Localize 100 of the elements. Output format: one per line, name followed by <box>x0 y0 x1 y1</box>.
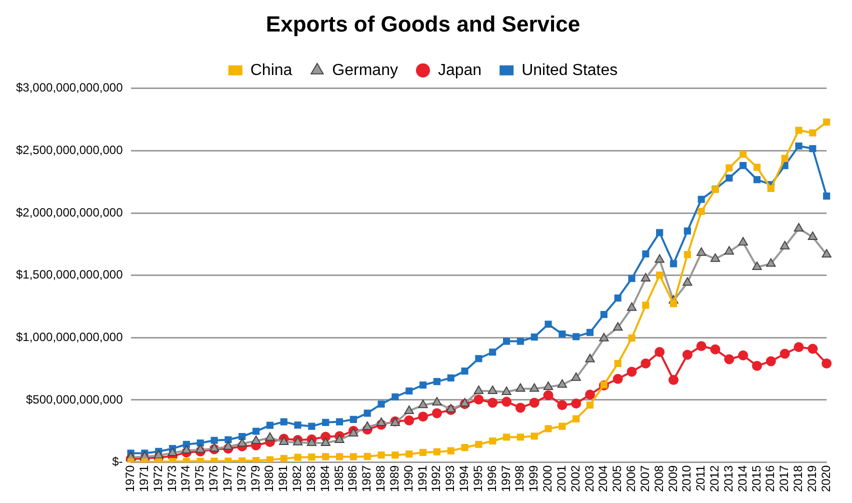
point <box>766 356 776 366</box>
legend-label: Germany <box>332 62 398 79</box>
x-tick-label: 1986 <box>346 464 360 492</box>
point <box>654 347 665 358</box>
point <box>447 374 454 382</box>
point <box>294 454 302 461</box>
point <box>670 300 678 308</box>
point <box>419 381 427 389</box>
point <box>266 422 274 429</box>
x-tick-label: 1974 <box>178 464 193 492</box>
x-tick-label: 1976 <box>206 464 221 492</box>
point <box>279 436 289 445</box>
point <box>488 386 498 394</box>
point <box>404 405 414 414</box>
point <box>308 454 316 461</box>
x-tick-label: 1988 <box>374 464 388 492</box>
point <box>516 338 524 345</box>
x-tick-label: 2001 <box>554 464 568 492</box>
point <box>502 434 510 441</box>
point <box>376 418 386 426</box>
point <box>474 394 484 404</box>
point <box>336 453 344 460</box>
point <box>780 240 790 250</box>
point <box>404 415 414 426</box>
point <box>432 396 442 406</box>
x-tick-label: 1997 <box>498 464 513 492</box>
point <box>781 154 788 162</box>
x-tick-label: 1981 <box>276 464 290 492</box>
x-tick-label: 1984 <box>318 464 332 492</box>
point <box>433 378 440 386</box>
point <box>642 302 650 309</box>
point <box>502 396 512 407</box>
point <box>668 374 679 385</box>
x-tick-label: 1985 <box>332 464 346 492</box>
legend-label: United States <box>522 62 618 79</box>
point <box>626 366 637 377</box>
point <box>210 436 218 444</box>
point <box>642 250 650 258</box>
point <box>599 332 609 342</box>
point <box>362 422 372 430</box>
point <box>433 448 440 456</box>
point <box>738 236 748 246</box>
x-tick-label: 2011 <box>694 464 708 492</box>
point <box>223 441 234 450</box>
x-tick-label: 2002 <box>568 464 582 492</box>
point <box>489 437 496 445</box>
point <box>364 410 371 417</box>
x-tick-label: 1996 <box>484 464 499 492</box>
point <box>196 439 204 447</box>
point <box>280 455 288 462</box>
point <box>628 334 636 342</box>
point <box>322 418 330 426</box>
point <box>516 434 524 441</box>
point <box>696 247 706 256</box>
point <box>252 428 260 435</box>
point <box>585 390 596 400</box>
point <box>572 415 580 422</box>
point <box>475 440 482 448</box>
y-tick-label: $2,000,000,000,000 <box>16 205 124 220</box>
point <box>710 344 720 354</box>
y-tick-label: $500,000,000,000 <box>26 392 124 406</box>
x-tick-label: 1990 <box>401 464 416 492</box>
point <box>502 386 512 396</box>
point <box>306 437 317 446</box>
point <box>628 274 636 282</box>
x-tick-label: 1979 <box>248 464 262 492</box>
point <box>684 251 691 258</box>
point <box>724 354 734 364</box>
point <box>795 142 802 150</box>
x-tick-label: 1995 <box>470 464 485 492</box>
x-tick-label: 2008 <box>652 464 666 492</box>
point <box>600 310 608 318</box>
point <box>418 412 428 422</box>
point <box>571 398 582 408</box>
point <box>544 425 552 432</box>
point <box>571 372 581 381</box>
point <box>530 383 540 392</box>
point <box>684 227 691 235</box>
point <box>822 249 832 258</box>
point <box>294 422 302 429</box>
point <box>682 350 692 360</box>
y-tick-label: $3,000,000,000,000 <box>16 80 124 95</box>
point <box>544 320 552 328</box>
point <box>419 448 427 456</box>
point <box>280 418 288 426</box>
x-tick-label: 2005 <box>610 464 624 492</box>
point <box>530 432 538 440</box>
x-tick-label: 1970 <box>123 464 138 492</box>
x-tick-label: 1977 <box>220 464 234 492</box>
point <box>406 450 413 458</box>
x-tick-label: 1999 <box>526 464 541 492</box>
point <box>265 432 275 441</box>
x-tick-label: 1973 <box>164 464 179 492</box>
point <box>447 447 454 454</box>
point <box>585 354 595 362</box>
point <box>251 435 261 444</box>
point <box>698 196 705 203</box>
point <box>238 432 246 440</box>
point <box>710 253 720 262</box>
x-tick-label: 1975 <box>192 464 207 492</box>
